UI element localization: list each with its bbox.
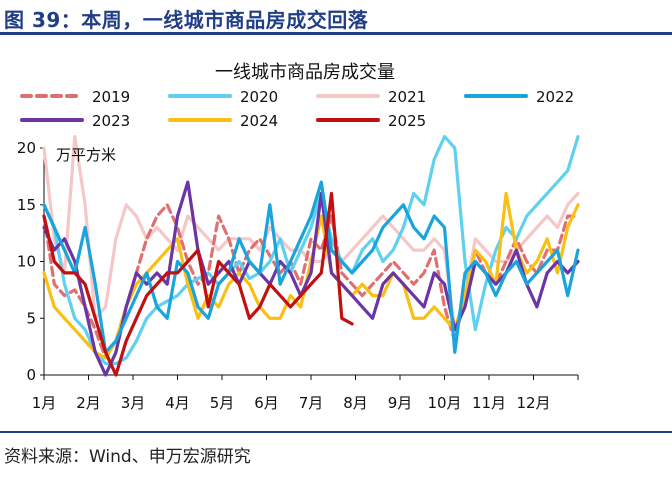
x-tick-label: 10月 — [427, 394, 461, 412]
figure-title: 图 39：本周，一线城市商品房成交回落 — [4, 8, 369, 32]
top-divider — [0, 32, 672, 35]
chart-axes: 0 5 10 15 20 1月 2月 3月 4月 5月 6月 7月 8月 9月 10月 11月 12月 — [17, 139, 579, 412]
y-tick-label: 15 — [17, 196, 36, 214]
legend-label-2023: 2023 — [92, 112, 130, 130]
x-tick-label: 3月 — [121, 394, 146, 412]
x-tick-label: 12月 — [516, 394, 550, 412]
chart-title: 一线城市商品房成交量 — [215, 62, 395, 83]
bottom-divider — [0, 431, 672, 433]
legend-label-2021: 2021 — [388, 88, 426, 106]
x-tick-label: 4月 — [165, 394, 190, 412]
x-tick-label: 8月 — [343, 394, 368, 412]
x-tick-label: 6月 — [254, 394, 279, 412]
legend-label-2020: 2020 — [240, 88, 278, 106]
x-tick-label: 11月 — [472, 394, 506, 412]
x-tick-label: 1月 — [32, 394, 57, 412]
y-tick-label: 10 — [17, 253, 36, 271]
series-line-2020 — [42, 135, 580, 366]
legend-label-2019: 2019 — [92, 88, 130, 106]
y-tick-label: 20 — [17, 139, 36, 157]
series-line-2021 — [42, 135, 580, 332]
source-note: 资料来源：Wind、申万宏源研究 — [4, 447, 251, 467]
y-axis-unit-label: 万平方米 — [56, 146, 116, 164]
x-tick-label: 2月 — [76, 394, 101, 412]
y-tick-label: 5 — [26, 309, 36, 327]
series-line-2025 — [42, 191, 354, 377]
legend-label-2022: 2022 — [536, 88, 574, 106]
x-tick-label: 5月 — [210, 394, 235, 412]
x-tick-label: 7月 — [299, 394, 324, 412]
chart-legend: 2019 2020 2021 2022 2023 2024 2025 — [20, 88, 574, 130]
x-tick-label: 9月 — [388, 394, 413, 412]
chart-series-group — [42, 135, 580, 377]
legend-label-2024: 2024 — [240, 112, 278, 130]
y-tick-label: 0 — [26, 366, 36, 384]
legend-label-2025: 2025 — [388, 112, 426, 130]
series-line-2022 — [42, 180, 580, 354]
